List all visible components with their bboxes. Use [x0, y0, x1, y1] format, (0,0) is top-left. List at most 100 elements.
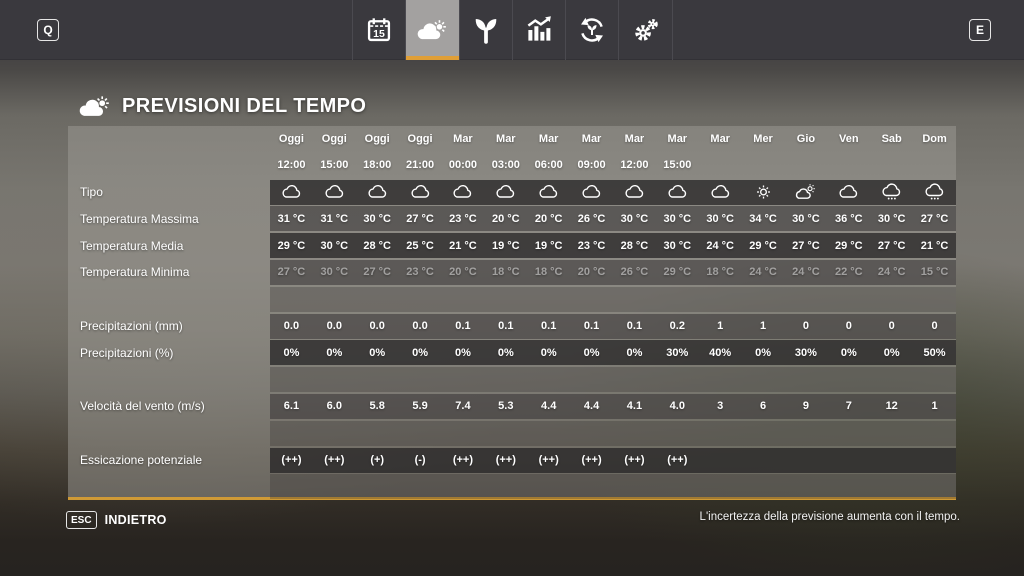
forecast-row-label: Tipo	[80, 185, 103, 200]
forecast-row-label	[68, 126, 270, 151]
forecast-cell: (++)	[581, 454, 602, 467]
forecast-cell: 0.0	[412, 320, 428, 333]
forecast-cell: 40%	[709, 346, 732, 359]
forecast-cell: 1	[717, 320, 724, 333]
tab-crops[interactable]	[460, 0, 513, 60]
forecast-day-header: Mar	[496, 132, 516, 145]
cloud-icon	[325, 185, 343, 198]
forecast-row-label	[68, 367, 270, 392]
forecast-cell: 6	[760, 400, 767, 413]
forecast-time-header: 03:00	[491, 159, 520, 172]
forecast-cell: 27 °C	[792, 239, 820, 252]
tab-rotation[interactable]	[566, 0, 620, 60]
back-button[interactable]: ESC INDIETRO	[66, 511, 167, 529]
forecast-cell: 0.1	[541, 320, 557, 333]
forecast-weather-cell	[570, 180, 613, 205]
forecast-cell: 36 °C	[834, 212, 863, 225]
forecast-cell: 0%	[840, 346, 857, 359]
forecast-row-label: Precipitazioni (%)	[80, 345, 174, 360]
forecast-row-label	[68, 153, 270, 178]
forecast-cell: 31 °C	[277, 212, 306, 225]
forecast-row: Temperatura Minima 27 °C 30 °C 27 °C 23 °C 20…	[68, 259, 956, 285]
forecast-cell: 27 °C	[877, 239, 906, 252]
forecast-cell: 30%	[666, 346, 689, 359]
forecast-cell: 27 °C	[277, 266, 306, 279]
forecast-cell: 0%	[755, 346, 772, 359]
forecast-cell: 0.1	[498, 320, 514, 333]
key-hint-e[interactable]: E	[969, 19, 991, 41]
forecast-row: Temperatura Media 29 °C 30 °C 28 °C 25 °C 21 …	[68, 233, 956, 259]
forecast-row: Precipitazioni (%) 0% 0% 0% 0% 0% 0% 0% 0% 0% 30% 4…	[68, 340, 956, 366]
forecast-cell: 0.0	[326, 320, 342, 333]
tab-calendar[interactable]: 15	[353, 0, 407, 60]
forecast-time-header: 12:00	[620, 159, 649, 172]
forecast-cell	[742, 448, 785, 473]
forecast-cell: 30 °C	[620, 212, 649, 225]
forecast-cell: 3	[717, 400, 724, 413]
forecast-time-header: 06:00	[534, 159, 563, 172]
forecast-cell: 6.1	[283, 400, 300, 413]
forecast-time-header	[870, 153, 913, 178]
forecast-cell: (++)	[495, 454, 516, 467]
forecast-row: Essicazione potenziale (++) (++) (+) (-) (++)…	[68, 447, 956, 473]
cloud-icon	[625, 185, 644, 198]
calendar-icon: 15	[368, 18, 391, 42]
forecast-cell: 30 °C	[320, 239, 349, 252]
tab-weather[interactable]	[406, 0, 460, 60]
cloud-icon	[411, 185, 429, 198]
forecast-spacer-row	[68, 367, 956, 393]
forecast-day-header: Mar	[624, 132, 645, 145]
forecast-cell: 0	[802, 320, 809, 333]
forecast-cell	[785, 448, 828, 473]
forecast-cell: 0%	[454, 346, 471, 359]
forecast-row-label	[68, 421, 270, 446]
forecast-cell: (++)	[667, 454, 688, 467]
forecast-panel: Oggi Oggi Oggi Oggi Mar Mar Mar Mar Mar Mar Mar Mer…	[68, 126, 956, 500]
forecast-cell: 4.1	[626, 400, 643, 413]
forecast-cell: 0%	[583, 346, 600, 359]
forecast-weather-cell	[742, 180, 785, 205]
forecast-cell: (++)	[324, 454, 345, 467]
cloud-icon	[539, 185, 558, 198]
forecast-cell: 0.2	[669, 320, 685, 333]
forecast-cell: 24 °C	[749, 266, 777, 279]
rain-icon	[925, 183, 944, 200]
forecast-cell: 4.0	[669, 400, 685, 413]
forecast-cell: 30 °C	[320, 266, 349, 279]
tab-prices[interactable]	[513, 0, 567, 60]
forecast-time-header: 00:00	[448, 159, 477, 172]
forecast-day-header: Mar	[581, 132, 602, 145]
forecast-time-header: 15:00	[663, 159, 692, 172]
tab-settings[interactable]	[619, 0, 673, 60]
forecast-cell: 23 °C	[449, 212, 477, 225]
forecast-time-header: 21:00	[405, 159, 435, 172]
forecast-cell: 24 °C	[877, 266, 906, 279]
key-hint-q[interactable]: Q	[37, 19, 59, 41]
forecast-cell: 0%	[497, 346, 514, 359]
forecast-day-header: Oggi	[364, 132, 390, 145]
forecast-row: Velocità del vento (m/s) 6.1 6.0 5.8 5.9 7.4 5…	[68, 393, 956, 419]
forecast-uncertainty-note: L'incertezza della previsione aumenta co…	[699, 511, 960, 523]
forecast-cell: 27 °C	[406, 212, 434, 225]
forecast-cell: 30 °C	[663, 212, 692, 225]
forecast-cell: 1	[931, 400, 938, 413]
forecast-row-label: Precipitazioni (mm)	[80, 319, 183, 334]
forecast-day-header: Oggi	[278, 132, 304, 145]
forecast-cell: 15 °C	[920, 266, 949, 279]
forecast-cell: 0.0	[369, 320, 385, 333]
forecast-time-header: 09:00	[577, 159, 606, 172]
forecast-time-header	[827, 153, 870, 178]
forecast-cell: 0.0	[283, 320, 300, 333]
forecast-cell: 12	[885, 400, 898, 413]
forecast-spacer-row	[68, 474, 956, 500]
stats-icon	[527, 16, 551, 41]
forecast-cell: 28 °C	[620, 239, 649, 252]
forecast-cell: 20 °C	[491, 212, 520, 225]
forecast-cell: 0.1	[583, 320, 600, 333]
forecast-day-header: Gio	[796, 132, 816, 145]
forecast-cell: 28 °C	[363, 239, 391, 252]
forecast-cell: (-)	[414, 454, 426, 467]
forecast-header-days: Oggi Oggi Oggi Oggi Mar Mar Mar Mar Mar Mar Mar Mer…	[68, 126, 956, 151]
forecast-cell: 0	[845, 320, 852, 333]
forecast-cell: 18 °C	[706, 266, 734, 279]
